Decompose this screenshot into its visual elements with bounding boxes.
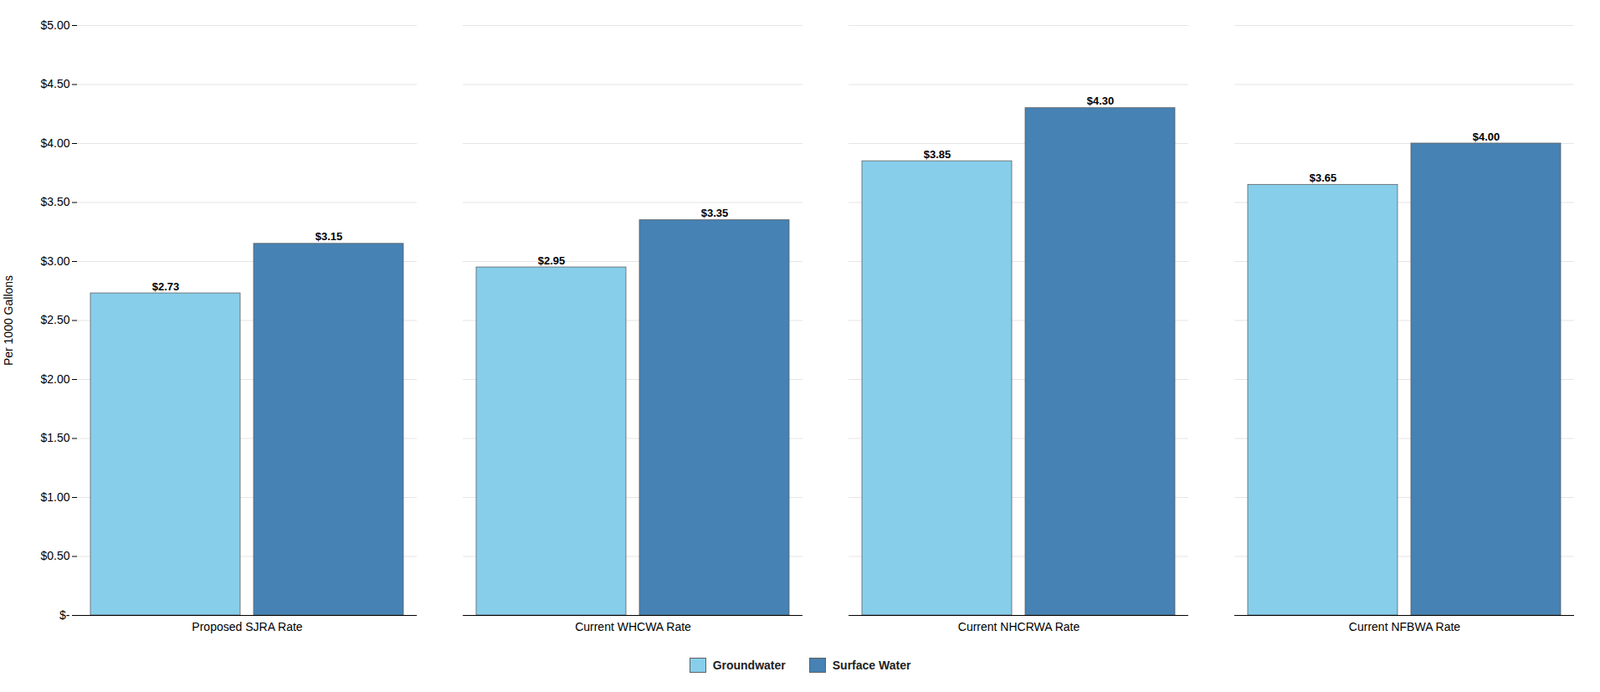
svg-text:$4.50: $4.50 [40, 76, 70, 91]
svg-text:$2.73: $2.73 [152, 280, 180, 293]
svg-text:$3.15: $3.15 [315, 230, 344, 243]
svg-text:$2.00: $2.00 [40, 372, 70, 386]
svg-text:$2.95: $2.95 [538, 254, 566, 267]
svg-text:$4.30: $4.30 [1087, 94, 1115, 108]
svg-text:Current NFBWA Rate: Current NFBWA Rate [1348, 620, 1462, 634]
html-text:Surface Water: Surface Water [832, 658, 911, 672]
svg-text:Per 1000 Gallons: Per 1000 Gallons [1, 275, 16, 366]
svg-text:Proposed SJRA Rate: Proposed SJRA Rate [191, 620, 303, 634]
svg-text:$3.35: $3.35 [701, 206, 729, 220]
svg-text:$3.65: $3.65 [1309, 171, 1338, 185]
svg-text:$-: $- [59, 608, 71, 622]
svg-text:Current WHCWA Rate: Current WHCWA Rate [574, 620, 692, 634]
svg-text:Current NHCRWA Rate: Current NHCRWA Rate [958, 620, 1081, 634]
html-text:Groundwater: Groundwater [712, 658, 786, 672]
svg-text:$3.50: $3.50 [40, 194, 70, 209]
svg-text:$5.00: $5.00 [40, 18, 70, 32]
svg-text:$0.50: $0.50 [40, 548, 70, 563]
svg-text:$1.00: $1.00 [40, 490, 70, 504]
svg-text:$3.85: $3.85 [923, 148, 952, 161]
svg-text:$4.00: $4.00 [40, 136, 70, 150]
svg-text:$3.00: $3.00 [40, 254, 70, 268]
svg-text:$2.50: $2.50 [40, 312, 70, 327]
svg-text:$1.50: $1.50 [40, 430, 70, 445]
svg-text:$4.00: $4.00 [1472, 130, 1501, 144]
